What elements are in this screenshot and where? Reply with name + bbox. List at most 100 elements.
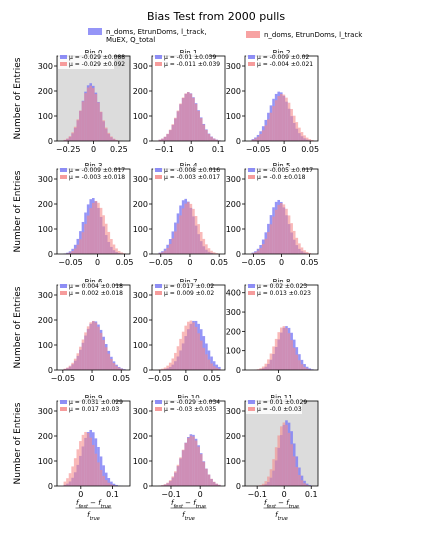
x-tick-label: 0: [279, 258, 284, 267]
hist-bar: [102, 340, 105, 370]
hist-bar: [68, 136, 72, 141]
hist-bar: [76, 244, 80, 254]
x-tick-label: −0.05: [51, 374, 76, 383]
legend-stat: μ = -0.029 ±0.034: [164, 399, 220, 406]
hist-bar: [305, 368, 309, 370]
hist-bar: [202, 347, 206, 370]
hist-bar: [308, 368, 312, 370]
x-axis-label-numerator: ffest − ftrue: [171, 499, 206, 510]
hist-bar: [115, 139, 118, 141]
hist-bar: [66, 138, 69, 141]
legend-swatch: [248, 168, 255, 172]
hist-bar: [269, 112, 273, 141]
hist-bar: [192, 97, 195, 141]
hist-bar: [259, 368, 262, 370]
hist-bar: [256, 136, 260, 141]
legend-box: [58, 398, 114, 414]
y-tick-label: 300: [38, 62, 53, 71]
hist-bar: [308, 139, 312, 141]
legend-stat: μ = -0.0 ±0.03: [257, 406, 302, 413]
x-axis-label-denominator: ftrue: [275, 511, 288, 522]
hist-bar: [110, 239, 113, 254]
hist-bar: [194, 326, 198, 370]
hist-bar: [207, 359, 211, 370]
hist-bar: [174, 231, 177, 254]
hist-bar: [261, 483, 265, 486]
x-tick-label: 0: [282, 145, 287, 154]
x-tick-label: 0: [198, 490, 203, 499]
hist-bar: [215, 139, 219, 141]
hist-bar: [210, 250, 213, 254]
legend-swatch: [155, 62, 162, 66]
legend-stat: μ = -0.011 ±0.039: [164, 61, 220, 68]
hist-bar: [295, 467, 299, 486]
hist-bar: [197, 333, 200, 370]
x-tick-label: 0: [78, 490, 83, 499]
hist-bar: [202, 124, 206, 141]
legend-swatch: [60, 55, 67, 59]
hist-bar: [290, 108, 293, 141]
hist-bar: [264, 238, 268, 254]
hist-bar: [202, 461, 206, 486]
legend-box: [246, 398, 302, 414]
hist-bar: [282, 326, 286, 370]
hist-bar: [168, 362, 172, 370]
hist-bar: [176, 346, 180, 370]
legend-swatch: [155, 168, 162, 172]
hist-bar: [305, 251, 309, 254]
hist-bar: [189, 203, 193, 254]
hist-bar: [161, 368, 164, 370]
hist-bar: [194, 216, 198, 254]
hist-bar: [174, 471, 177, 486]
hist-bar: [197, 224, 200, 254]
x-axis-label-denominator: ftrue: [87, 511, 100, 522]
y-tick-label: 200: [226, 200, 241, 209]
legend-label: n_doms, EtrunDoms, l_track: [264, 31, 363, 39]
y-tick-label: 200: [133, 432, 148, 441]
hist-bar: [267, 119, 270, 141]
hist-bar: [63, 368, 67, 370]
hist-bar: [215, 483, 219, 486]
legend-swatch: [248, 55, 255, 59]
hist-bar: [303, 483, 306, 486]
hist-bar: [86, 432, 90, 486]
y-tick-label: 100: [226, 457, 241, 466]
hist-bar: [94, 94, 98, 141]
x-tick-label: 0: [189, 145, 194, 154]
hist-bar: [171, 238, 175, 254]
y-tick-label: 100: [133, 225, 148, 234]
hist-bar: [254, 138, 257, 141]
hist-bar: [202, 238, 206, 254]
x-tick-label: 0.1: [305, 490, 318, 499]
hist-bar: [259, 485, 262, 486]
hist-bar: [292, 115, 296, 141]
hist-bar: [212, 481, 216, 486]
y-axis-label: Number of Entries: [13, 286, 23, 368]
y-tick-label: 0: [143, 482, 148, 491]
hist-bar: [215, 364, 219, 370]
hist-bar: [264, 481, 268, 486]
hist-bar: [92, 202, 95, 254]
hist-bar: [251, 139, 255, 141]
hist-bar: [73, 458, 77, 486]
hist-bar: [215, 367, 219, 370]
y-tick-label: 100: [38, 457, 53, 466]
hist-bar: [174, 352, 177, 370]
legend-stat: μ = 0.02 ±0.023: [257, 283, 307, 290]
x-tick-label: −0.05: [149, 258, 174, 267]
hist-bar: [99, 111, 103, 141]
hist-bar: [303, 366, 306, 370]
hist-bar: [89, 322, 93, 370]
y-tick-label: 200: [38, 87, 53, 96]
y-tick-label: 0: [48, 482, 53, 491]
legend-stat: μ = -0.003 ±0.017: [164, 174, 220, 181]
hist-bar: [166, 133, 169, 141]
hist-bar: [107, 353, 111, 370]
y-axis-label: Number of Entries: [13, 57, 23, 139]
hist-bar: [298, 127, 301, 141]
